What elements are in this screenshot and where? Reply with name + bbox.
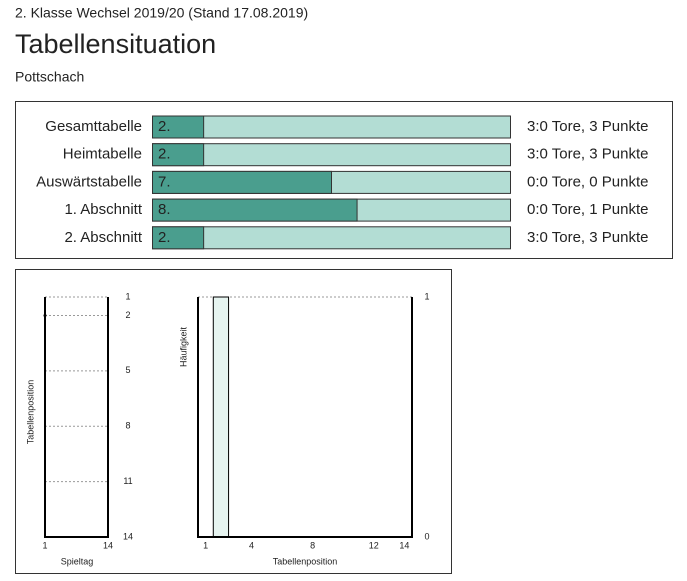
x-tick-label: 4	[249, 540, 254, 550]
bar-label: 8.	[158, 201, 171, 218]
row-label: Gesamttabelle	[45, 118, 142, 135]
title: Tabellensituation	[15, 29, 216, 59]
y-tick-label: 1	[424, 291, 429, 301]
x-tick-label: 14	[399, 540, 409, 550]
bar	[152, 198, 358, 222]
axis-frame	[44, 297, 109, 538]
row-summary: 3:0 Tore, 3 Punkte	[527, 229, 648, 246]
x-tick-label: 12	[369, 540, 379, 550]
y-axis-label: Häufigkeit	[178, 326, 188, 367]
y-tick-label: 14	[123, 531, 133, 541]
x-tick-label: 1	[203, 540, 208, 550]
bar-label: 2.	[158, 229, 171, 246]
bar	[152, 226, 205, 250]
y-axis-label: Tabellenposition	[25, 380, 35, 445]
row-label: 1. Abschnitt	[64, 201, 142, 218]
bar	[152, 143, 205, 167]
bar-track	[152, 143, 511, 167]
bar-label: 2.	[158, 146, 171, 163]
row-summary: 3:0 Tore, 3 Punkte	[527, 146, 648, 163]
row-summary: 0:0 Tore, 1 Punkte	[527, 201, 648, 218]
bar-track	[152, 115, 511, 139]
axis-frame	[197, 297, 413, 538]
team: Pottschach	[15, 69, 84, 85]
bar-track	[152, 226, 511, 250]
x-tick-label: 8	[310, 540, 315, 550]
x-tick-label: 1	[42, 540, 47, 550]
row-label: Auswärtstabelle	[36, 173, 142, 190]
x-axis-label: Tabellenposition	[273, 556, 338, 566]
x-axis-label: Spieltag	[61, 556, 94, 566]
bar	[212, 296, 230, 538]
x-tick-label: 14	[103, 540, 113, 550]
chart-box	[15, 269, 452, 574]
y-tick-label: 8	[125, 421, 130, 431]
subtitle: 2. Klasse Wechsel 2019/20 (Stand 17.08.2…	[15, 5, 308, 21]
bar-label: 2.	[158, 118, 171, 135]
y-tick-label: 5	[125, 365, 130, 375]
bar	[152, 170, 332, 194]
y-tick-label: 1	[125, 291, 130, 301]
y-tick-label: 2	[125, 310, 130, 320]
row-label: Heimtabelle	[63, 146, 142, 163]
table-box	[15, 101, 673, 259]
row-summary: 0:0 Tore, 0 Punkte	[527, 173, 648, 190]
row-label: 2. Abschnitt	[64, 229, 142, 246]
bar	[152, 115, 205, 139]
y-tick-label: 0	[424, 531, 429, 541]
row-summary: 3:0 Tore, 3 Punkte	[527, 118, 648, 135]
y-tick-label: 11	[123, 476, 132, 486]
bar-label: 7.	[158, 173, 171, 190]
